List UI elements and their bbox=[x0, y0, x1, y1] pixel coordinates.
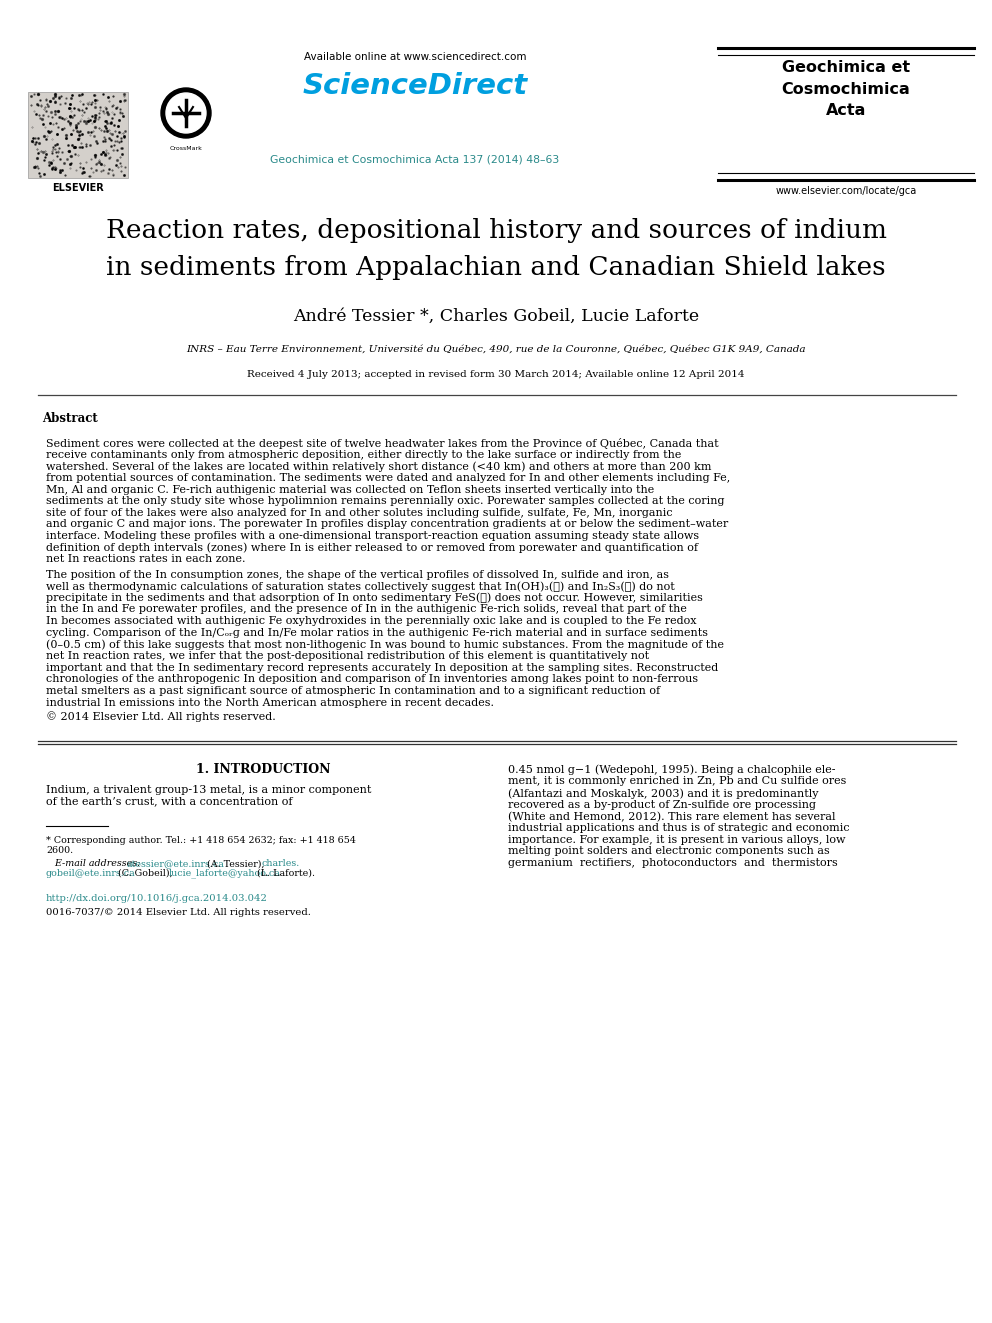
Text: Sediment cores were collected at the deepest site of twelve headwater lakes from: Sediment cores were collected at the dee… bbox=[46, 438, 718, 448]
Text: 0016-7037/© 2014 Elsevier Ltd. All rights reserved.: 0016-7037/© 2014 Elsevier Ltd. All right… bbox=[46, 908, 310, 917]
Text: industrial applications and thus is of strategic and economic: industrial applications and thus is of s… bbox=[508, 823, 849, 833]
Text: (White and Hemond, 2012). This rare element has several: (White and Hemond, 2012). This rare elem… bbox=[508, 811, 835, 822]
Text: Received 4 July 2013; accepted in revised form 30 March 2014; Available online 1: Received 4 July 2013; accepted in revise… bbox=[247, 370, 745, 378]
Text: ment, it is commonly enriched in Zn, Pb and Cu sulfide ores: ment, it is commonly enriched in Zn, Pb … bbox=[508, 777, 846, 786]
Text: Geochimica et
Cosmochimica
Acta: Geochimica et Cosmochimica Acta bbox=[782, 60, 911, 118]
Text: http://dx.doi.org/10.1016/j.gca.2014.03.042: http://dx.doi.org/10.1016/j.gca.2014.03.… bbox=[46, 894, 268, 904]
Text: importance. For example, it is present in various alloys, low: importance. For example, it is present i… bbox=[508, 835, 845, 844]
Text: chronologies of the anthropogenic In deposition and comparison of In inventories: chronologies of the anthropogenic In dep… bbox=[46, 675, 698, 684]
Text: net In reaction rates, we infer that the post-depositional redistribution of thi: net In reaction rates, we infer that the… bbox=[46, 651, 649, 662]
Text: and organic C and major ions. The porewater In profiles display concentration gr: and organic C and major ions. The porewa… bbox=[46, 520, 728, 529]
Text: 1. INTRODUCTION: 1. INTRODUCTION bbox=[195, 763, 330, 775]
Text: receive contaminants only from atmospheric deposition, either directly to the la: receive contaminants only from atmospher… bbox=[46, 450, 682, 459]
Text: net In reactions rates in each zone.: net In reactions rates in each zone. bbox=[46, 554, 245, 565]
Text: CrossMark: CrossMark bbox=[170, 146, 202, 151]
Text: Mn, Al and organic C. Fe-rich authigenic material was collected on Teflon sheets: Mn, Al and organic C. Fe-rich authigenic… bbox=[46, 484, 655, 495]
Text: charles.: charles. bbox=[262, 859, 300, 868]
Text: recovered as a by-product of Zn-sulfide ore processing: recovered as a by-product of Zn-sulfide … bbox=[508, 800, 816, 810]
Text: In becomes associated with authigenic Fe oxyhydroxides in the perennially oxic l: In becomes associated with authigenic Fe… bbox=[46, 617, 696, 626]
Text: André Tessier *, Charles Gobeil, Lucie Laforte: André Tessier *, Charles Gobeil, Lucie L… bbox=[293, 308, 699, 325]
Text: * Corresponding author. Tel.: +1 418 654 2632; fax: +1 418 654: * Corresponding author. Tel.: +1 418 654… bbox=[46, 836, 356, 845]
Text: www.elsevier.com/locate/gca: www.elsevier.com/locate/gca bbox=[776, 187, 917, 196]
Text: Geochimica et Cosmochimica Acta 137 (2014) 48–63: Geochimica et Cosmochimica Acta 137 (201… bbox=[271, 155, 559, 165]
Text: industrial In emissions into the North American atmosphere in recent decades.: industrial In emissions into the North A… bbox=[46, 697, 494, 708]
Text: watershed. Several of the lakes are located within relatively short distance (<4: watershed. Several of the lakes are loca… bbox=[46, 462, 711, 472]
Text: Indium, a trivalent group-13 metal, is a minor component: Indium, a trivalent group-13 metal, is a… bbox=[46, 785, 371, 795]
Text: of the earth’s crust, with a concentration of: of the earth’s crust, with a concentrati… bbox=[46, 796, 293, 807]
Text: Abstract: Abstract bbox=[42, 411, 98, 425]
Text: interface. Modeling these profiles with a one-dimensional transport-reaction equ: interface. Modeling these profiles with … bbox=[46, 531, 699, 541]
Text: (C. Gobeil),: (C. Gobeil), bbox=[115, 869, 176, 877]
Text: site of four of the lakes were also analyzed for In and other solutes including : site of four of the lakes were also anal… bbox=[46, 508, 673, 517]
Text: gobeil@ete.inrs.ca: gobeil@ete.inrs.ca bbox=[46, 869, 136, 877]
Text: atessier@ete.inrs.ca: atessier@ete.inrs.ca bbox=[127, 859, 225, 868]
Text: ScienceDirect: ScienceDirect bbox=[303, 71, 528, 101]
Text: important and that the In sedimentary record represents accurately In deposition: important and that the In sedimentary re… bbox=[46, 663, 718, 672]
Text: precipitate in the sediments and that adsorption of In onto sedimentary FeS(ℓ) d: precipitate in the sediments and that ad… bbox=[46, 593, 703, 603]
Circle shape bbox=[161, 89, 211, 138]
Text: Reaction rates, depositional history and sources of indium: Reaction rates, depositional history and… bbox=[105, 218, 887, 243]
Text: in sediments from Appalachian and Canadian Shield lakes: in sediments from Appalachian and Canadi… bbox=[106, 255, 886, 280]
Text: ELSEVIER: ELSEVIER bbox=[53, 183, 104, 193]
Text: © 2014 Elsevier Ltd. All rights reserved.: © 2014 Elsevier Ltd. All rights reserved… bbox=[46, 712, 276, 722]
Text: melting point solders and electronic components such as: melting point solders and electronic com… bbox=[508, 847, 829, 856]
Text: cycling. Comparison of the In/Cₒᵣɡ and In/Fe molar ratios in the authigenic Fe-r: cycling. Comparison of the In/Cₒᵣɡ and I… bbox=[46, 627, 708, 638]
Text: 0.45 nmol g−1 (Wedepohl, 1995). Being a chalcophile ele-: 0.45 nmol g−1 (Wedepohl, 1995). Being a … bbox=[508, 765, 835, 775]
Text: definition of depth intervals (zones) where In is either released to or removed : definition of depth intervals (zones) wh… bbox=[46, 542, 698, 553]
Text: Available online at www.sciencedirect.com: Available online at www.sciencedirect.co… bbox=[304, 52, 526, 62]
Text: INRS – Eau Terre Environnement, Université du Québec, 490, rue de la Couronne, Q: INRS – Eau Terre Environnement, Universi… bbox=[186, 345, 806, 355]
Text: (A. Tessier),: (A. Tessier), bbox=[203, 859, 268, 868]
Circle shape bbox=[166, 93, 206, 134]
Text: E-mail addresses:: E-mail addresses: bbox=[46, 859, 144, 868]
Text: in the In and Fe porewater profiles, and the presence of In in the authigenic Fe: in the In and Fe porewater profiles, and… bbox=[46, 605, 686, 614]
Text: 2600.: 2600. bbox=[46, 845, 73, 855]
Text: metal smelters as a past significant source of atmospheric In contamination and : metal smelters as a past significant sou… bbox=[46, 685, 660, 696]
Text: (0–0.5 cm) of this lake suggests that most non-lithogenic In was bound to humic : (0–0.5 cm) of this lake suggests that mo… bbox=[46, 639, 724, 650]
Text: germanium  rectifiers,  photoconductors  and  thermistors: germanium rectifiers, photoconductors an… bbox=[508, 859, 838, 868]
Text: (L. Laforte).: (L. Laforte). bbox=[254, 869, 314, 877]
Text: from potential sources of contamination. The sediments were dated and analyzed f: from potential sources of contamination.… bbox=[46, 472, 730, 483]
Text: lucie_laforte@yahoo.ca: lucie_laforte@yahoo.ca bbox=[170, 869, 281, 878]
Text: The position of the In consumption zones, the shape of the vertical profiles of : The position of the In consumption zones… bbox=[46, 569, 669, 579]
Text: (Alfantazi and Moskalyk, 2003) and it is predominantly: (Alfantazi and Moskalyk, 2003) and it is… bbox=[508, 789, 818, 799]
Text: sediments at the only study site whose hypolimnion remains perennially oxic. Por: sediments at the only study site whose h… bbox=[46, 496, 724, 507]
Text: well as thermodynamic calculations of saturation states collectively suggest tha: well as thermodynamic calculations of sa… bbox=[46, 581, 675, 591]
Bar bbox=[28, 93, 128, 179]
